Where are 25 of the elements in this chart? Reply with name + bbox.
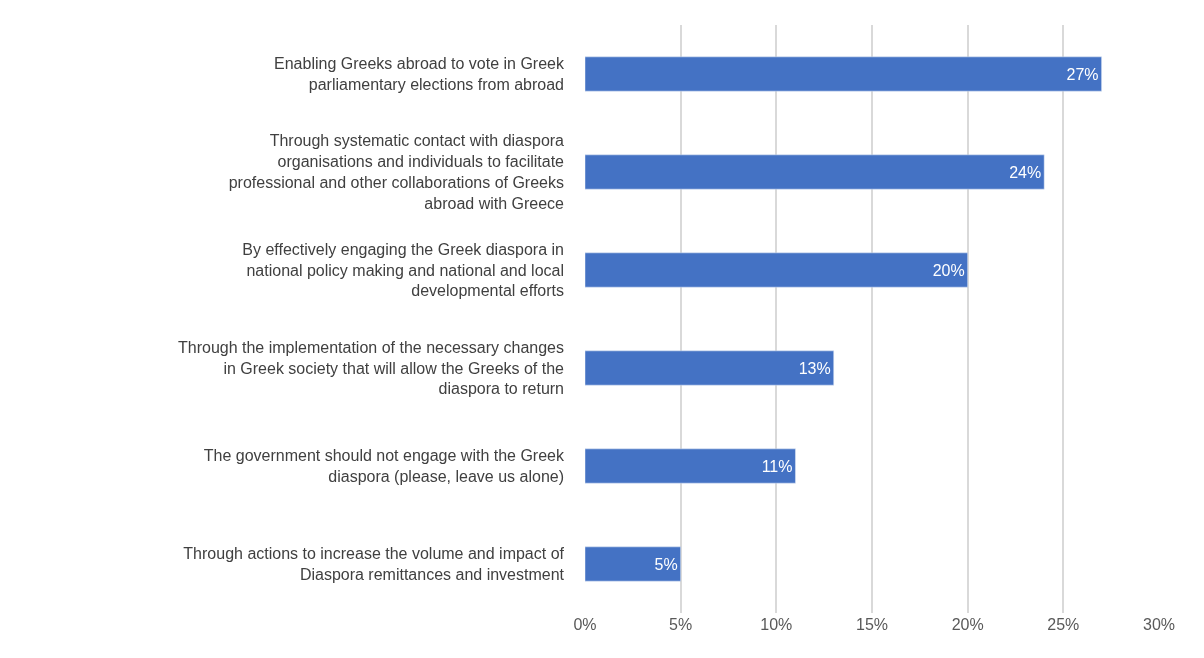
bar xyxy=(585,252,968,288)
x-tick-label: 5% xyxy=(669,616,693,633)
bar xyxy=(585,350,834,386)
x-tick-label: 10% xyxy=(760,616,793,633)
data-label: 5% xyxy=(654,555,678,573)
data-label: 11% xyxy=(761,457,793,475)
bar xyxy=(585,56,1102,92)
y-tick-label: Through systematic contact with diaspora organisations and individuals to facilitate professional and other collaborations of Greeks abroad with Greece xyxy=(228,132,565,212)
x-tick-label: 25% xyxy=(1047,616,1080,633)
y-tick-label: Through actions to increase the volume and impact of Diaspora remittances and investment xyxy=(183,545,565,583)
x-tick-label: 20% xyxy=(951,616,984,633)
x-tick-label: 0% xyxy=(573,616,597,633)
y-tick-label: Enabling Greeks abroad to vote in Greek parliamentary elections from abroad xyxy=(274,55,565,93)
y-tick-label: Through the implementation of the necessary changes in Greek society that will allow the Greeks of the diaspora to return xyxy=(177,338,565,398)
x-tick-label: 15% xyxy=(855,616,889,633)
data-label: 27% xyxy=(1066,65,1099,83)
bar xyxy=(585,154,1045,190)
bar xyxy=(585,546,681,582)
y-tick-label: The government should not engage with the Greek diaspora (please, leave us alone) xyxy=(203,447,565,485)
x-tick-label: 30% xyxy=(1142,616,1176,633)
data-label: 24% xyxy=(1009,163,1042,181)
bar xyxy=(585,448,796,484)
data-label: 20% xyxy=(932,261,965,279)
data-label: 13% xyxy=(798,359,831,377)
y-tick-label: By effectively engaging the Greek diaspora in national policy making and national and local developmental efforts xyxy=(242,240,564,300)
